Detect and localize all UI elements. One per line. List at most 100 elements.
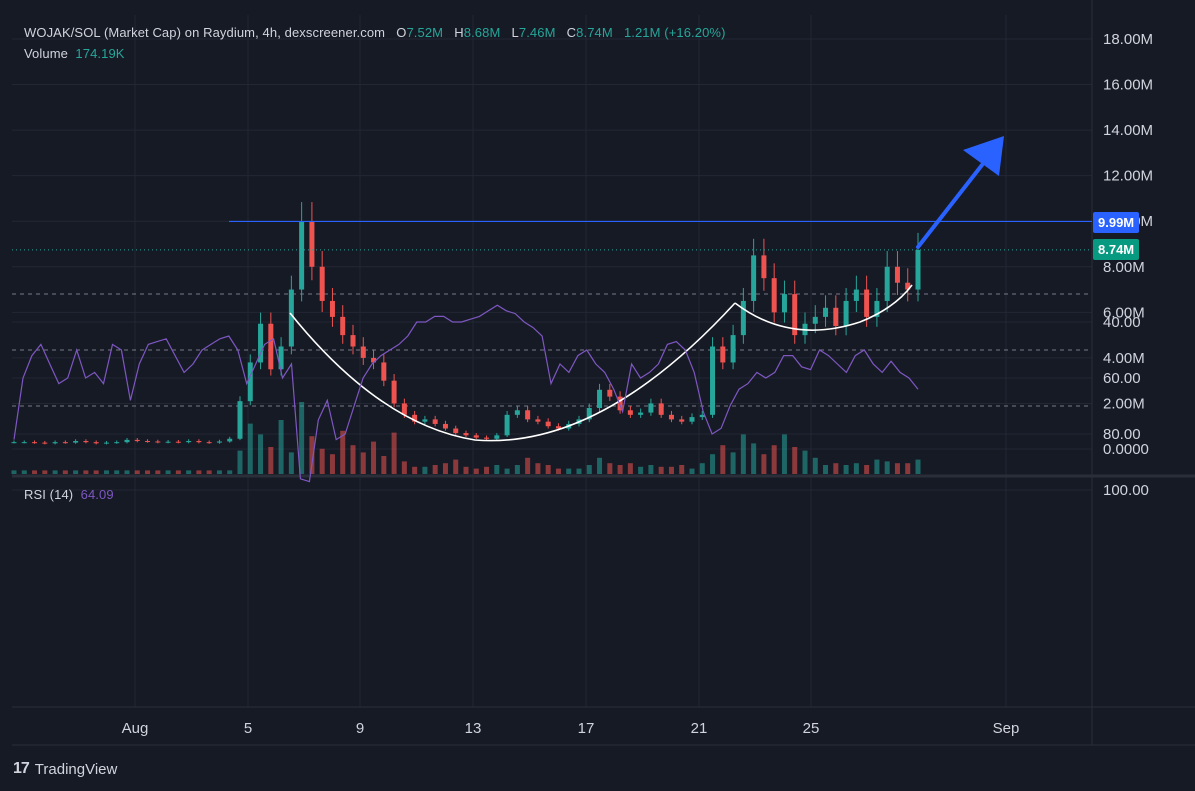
candle-body	[165, 441, 171, 443]
candle-body	[658, 403, 664, 415]
current-price-label: 8.74M	[1093, 239, 1140, 260]
volume-bar	[720, 445, 726, 474]
volume-bar	[309, 436, 315, 474]
time-axis-tick: 25	[803, 720, 820, 737]
volume-bar	[607, 463, 613, 474]
candle-body	[597, 389, 603, 408]
tradingview-logo[interactable]: 17 TradingView	[13, 760, 117, 778]
volume-bar	[648, 465, 654, 474]
volume-bar	[73, 470, 79, 474]
volume-bar	[864, 465, 870, 474]
candle-body	[607, 389, 613, 397]
volume-bar	[761, 454, 767, 474]
volume-bar	[617, 465, 623, 474]
volume-bar	[11, 470, 17, 474]
candle-body	[535, 419, 541, 422]
time-axis-tick: 13	[465, 720, 482, 737]
volume-bar	[134, 470, 140, 474]
candle-body	[196, 441, 202, 443]
candle-body	[32, 442, 38, 444]
volume-bar	[227, 470, 233, 474]
volume-bar	[32, 470, 38, 474]
volume-bar	[196, 470, 202, 474]
candle-body	[93, 442, 99, 444]
volume-bar	[740, 434, 746, 474]
volume-bar	[638, 466, 644, 474]
volume-bar	[442, 463, 448, 474]
candle-body	[186, 441, 192, 443]
candle-body	[216, 441, 222, 443]
candle-body	[638, 412, 644, 415]
volume-bar	[627, 463, 633, 474]
volume-bar	[93, 470, 99, 474]
volume-bar	[350, 445, 356, 474]
price-axis-tick: 18.00M	[1103, 31, 1153, 48]
volume-bar	[843, 465, 849, 474]
volume-bar	[175, 470, 181, 474]
volume-bar	[576, 468, 582, 474]
volume-bar	[206, 470, 212, 474]
volume-bar	[124, 470, 130, 474]
handle-curve	[734, 284, 913, 331]
volume-bar	[853, 463, 859, 474]
volume-bar	[52, 470, 58, 474]
candle-body	[864, 289, 870, 317]
candle-body	[843, 300, 849, 326]
volume-bar	[473, 468, 479, 474]
volume-bar	[514, 465, 520, 474]
candle-body	[648, 403, 654, 413]
candle-body	[237, 401, 243, 439]
candle-body	[442, 423, 448, 429]
volume-bar	[504, 468, 510, 474]
price-axis-tick: 12.00M	[1103, 168, 1153, 185]
candle-body	[771, 278, 777, 313]
volume-bar	[771, 445, 777, 474]
volume-bar	[802, 450, 808, 474]
volume-bar	[689, 468, 695, 474]
volume-bar	[679, 465, 685, 474]
candle-body	[894, 266, 900, 283]
candle-body	[83, 441, 89, 443]
candle-body	[42, 442, 48, 444]
candle-body	[227, 438, 233, 442]
volume-bar	[319, 448, 325, 474]
candle-body	[422, 419, 428, 422]
volume-bar	[751, 443, 757, 474]
candle-body	[689, 417, 695, 422]
candle-body	[103, 442, 109, 444]
volume-bar	[545, 465, 551, 474]
low-value: 7.46M	[518, 25, 556, 40]
volume-bar	[83, 470, 89, 474]
high-label: H	[454, 25, 464, 40]
candle-body	[525, 410, 531, 420]
rsi-axis-tick: 100.00	[1103, 482, 1149, 499]
tradingview-wordmark: TradingView	[34, 760, 118, 778]
candle-body	[699, 414, 705, 418]
close-label: C	[566, 25, 577, 40]
candle-body	[463, 433, 469, 436]
volume-bar	[586, 465, 592, 474]
candle-body	[494, 435, 500, 439]
breakout-arrow-head	[963, 136, 1004, 176]
time-axis-tick: 5	[244, 720, 252, 737]
volume-bar	[432, 465, 438, 474]
candle-body	[812, 316, 818, 324]
candle-body	[751, 255, 757, 301]
resistance-price-label: 9.99M	[1093, 212, 1140, 233]
volume-bar	[730, 452, 736, 474]
rsi-line	[13, 304, 919, 483]
candle-body	[853, 289, 859, 301]
tradingview-logo-icon: 17	[13, 760, 30, 777]
volume-bar	[874, 459, 880, 474]
price-pane	[12, 15, 1092, 474]
price-axis-tick: 14.00M	[1103, 122, 1153, 139]
volume-value: 174.19K	[75, 46, 125, 61]
candle-body	[124, 439, 130, 443]
volume-bar	[905, 463, 911, 474]
candle-body	[134, 439, 140, 442]
rsi-legend: RSI (14) 64.09	[24, 487, 114, 502]
open-label: O	[396, 25, 407, 40]
candle-body	[155, 441, 161, 443]
volume-bar	[422, 466, 428, 474]
